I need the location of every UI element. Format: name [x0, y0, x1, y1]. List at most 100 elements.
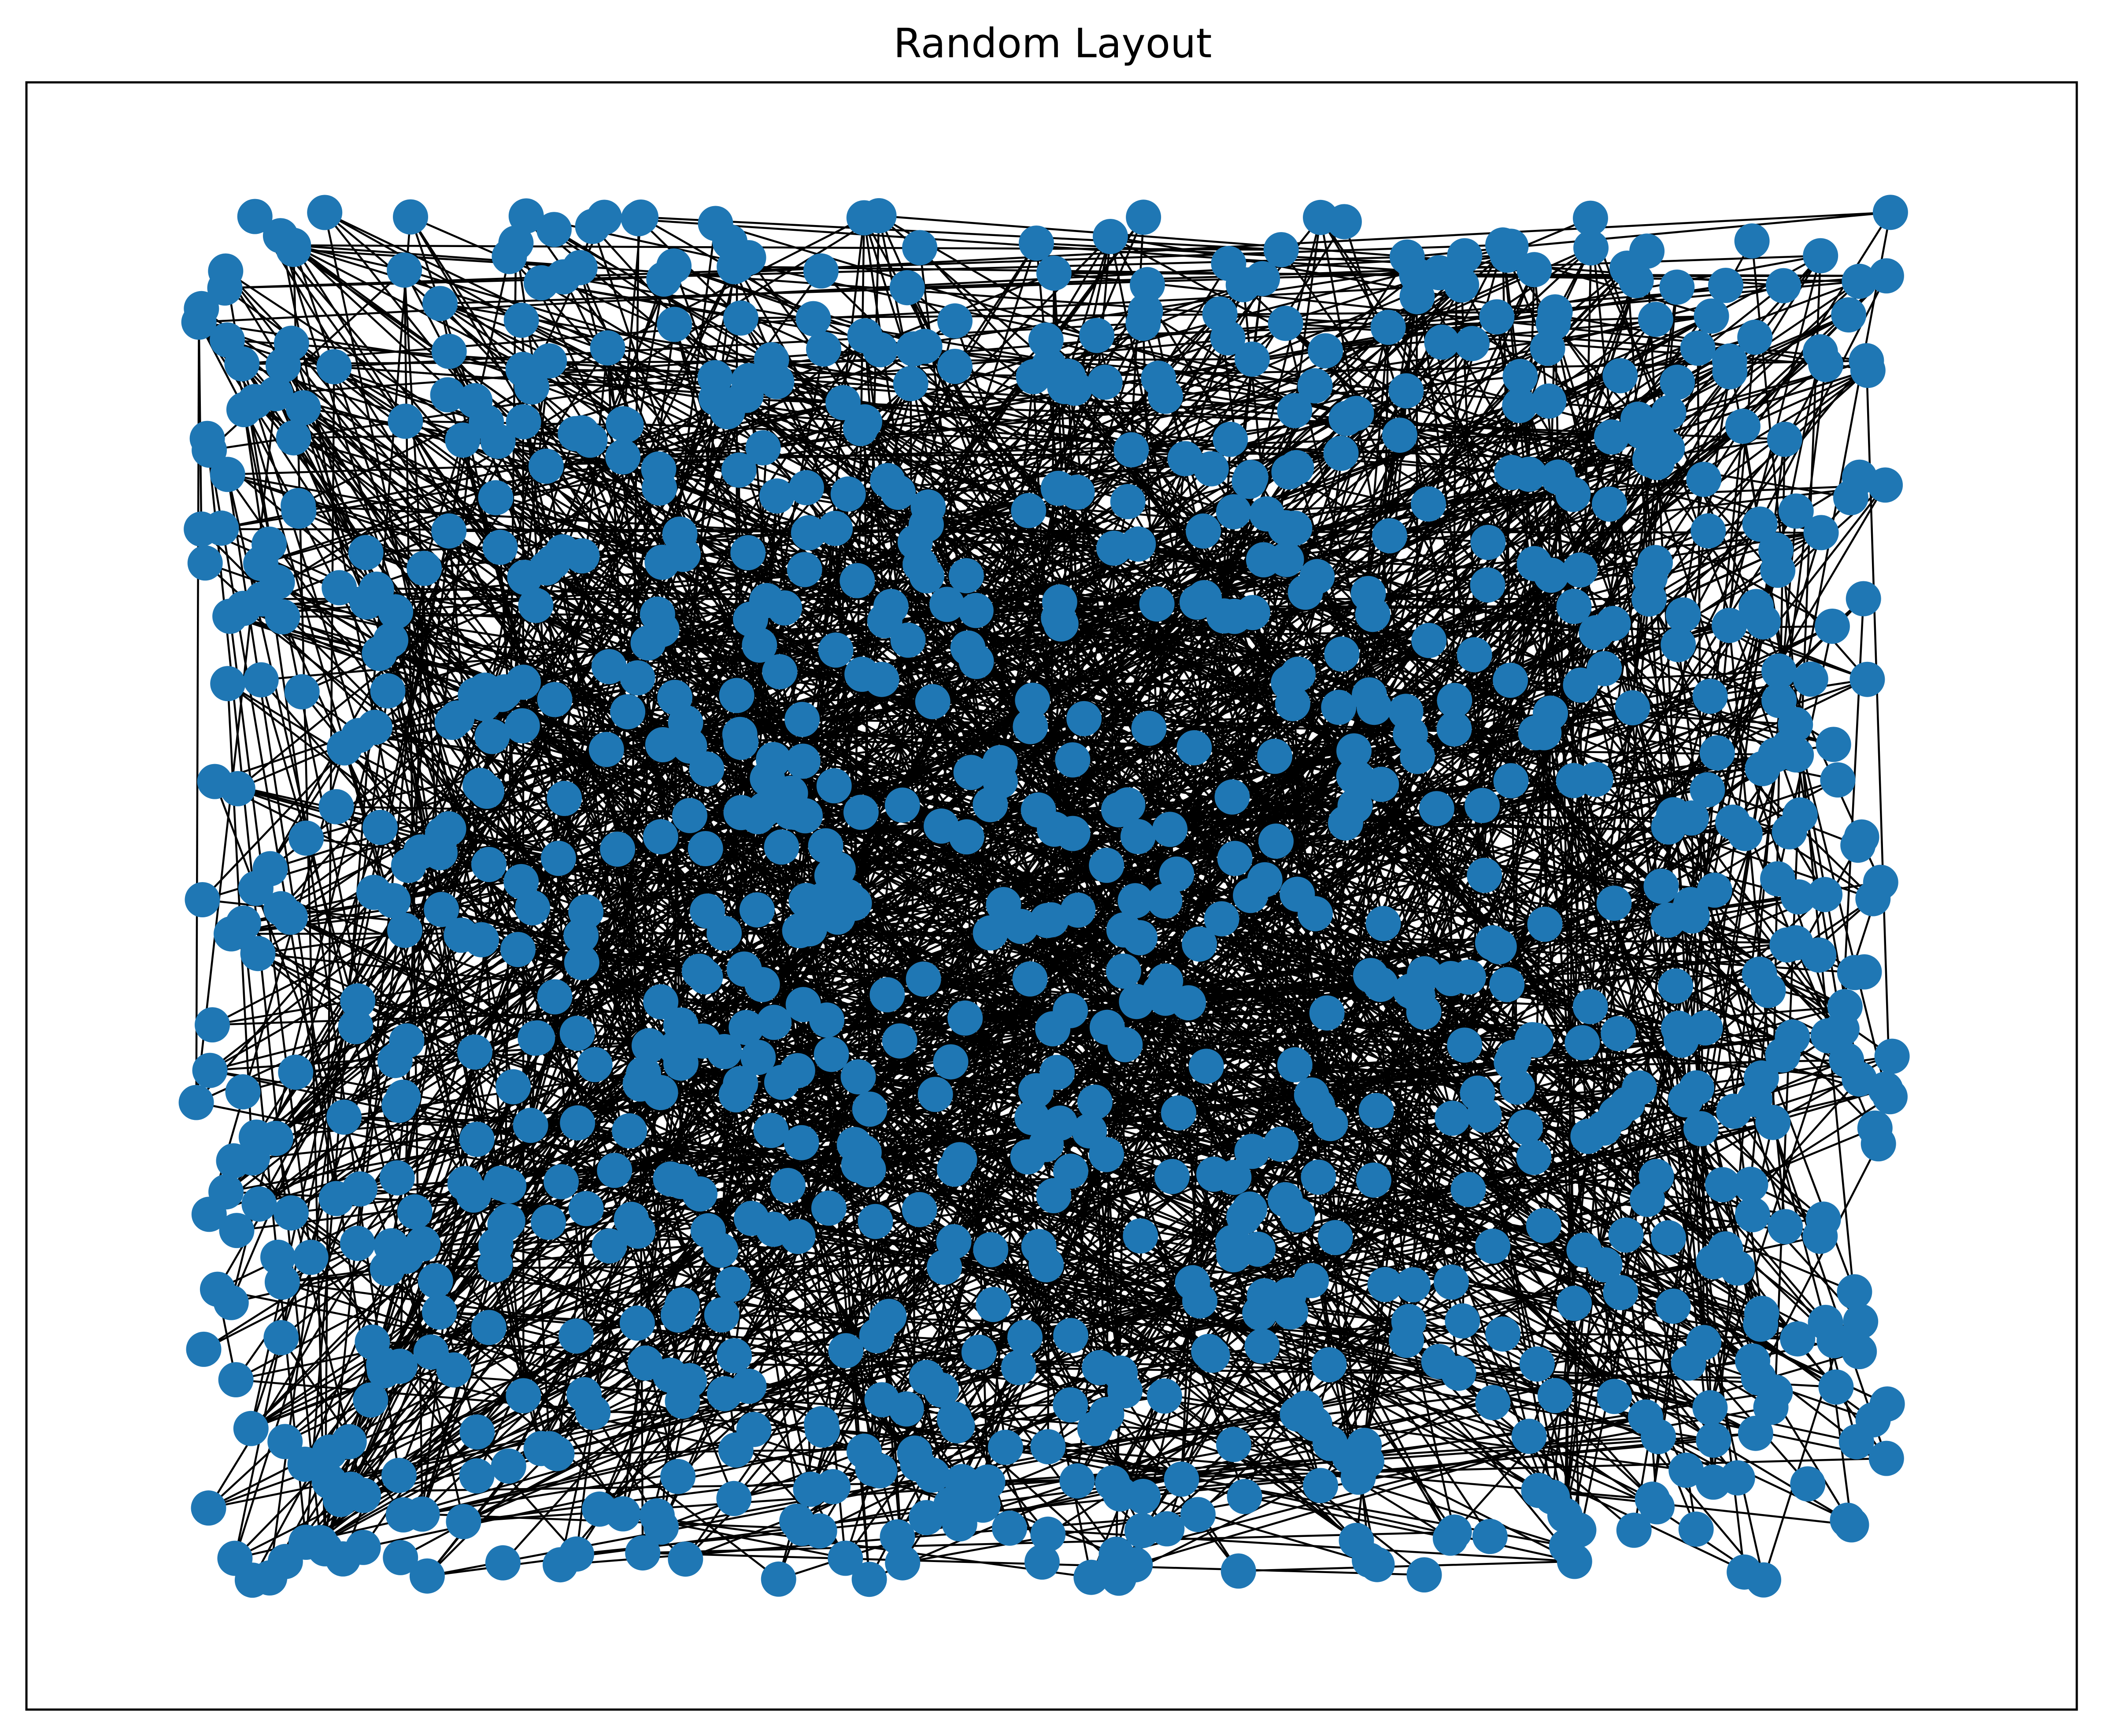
node — [1690, 772, 1725, 808]
node — [1106, 912, 1142, 948]
node — [1668, 1082, 1703, 1118]
node — [1179, 584, 1215, 620]
node — [1739, 589, 1774, 624]
edge — [234, 605, 537, 1559]
node — [1601, 1016, 1636, 1051]
node — [459, 1414, 495, 1450]
node — [1087, 364, 1123, 400]
node — [630, 625, 666, 661]
node — [606, 406, 641, 442]
node — [1012, 961, 1048, 997]
node — [1846, 581, 1881, 617]
node — [1537, 1378, 1573, 1413]
node — [1597, 1379, 1632, 1414]
node — [560, 1105, 596, 1141]
node — [631, 1028, 667, 1064]
node — [1271, 665, 1306, 701]
node — [1399, 279, 1435, 314]
edge — [1668, 1096, 1891, 1239]
node — [1572, 989, 1608, 1024]
edge — [1243, 623, 1614, 1497]
edge — [291, 343, 450, 532]
node — [1400, 978, 1435, 1013]
node — [1720, 1250, 1755, 1286]
edge — [387, 691, 542, 1449]
node — [192, 1053, 228, 1088]
edge — [577, 678, 1868, 1124]
node — [195, 1007, 230, 1043]
edge — [872, 488, 1059, 1469]
node — [1244, 1328, 1280, 1364]
node — [1182, 926, 1217, 962]
edge — [1509, 680, 1772, 1408]
edge — [799, 743, 1834, 932]
edge — [1794, 724, 1886, 1090]
node — [644, 544, 680, 580]
node — [1268, 306, 1303, 341]
node — [703, 1232, 739, 1268]
node — [338, 1009, 374, 1045]
edge — [1416, 275, 1535, 1158]
node — [844, 657, 880, 692]
edge — [422, 1142, 803, 1515]
node — [785, 743, 821, 779]
node — [362, 635, 397, 671]
node — [1121, 526, 1156, 562]
node — [1712, 608, 1747, 643]
node — [459, 1122, 495, 1157]
node — [546, 259, 581, 295]
node — [1780, 1321, 1816, 1357]
node — [731, 240, 766, 276]
node — [1066, 701, 1102, 736]
node — [233, 1411, 269, 1446]
node — [1053, 1318, 1089, 1353]
node — [787, 552, 822, 587]
node — [1388, 373, 1424, 409]
node — [643, 984, 679, 1019]
edge — [863, 284, 1244, 1452]
node — [1638, 545, 1673, 580]
edge — [1328, 275, 1887, 1366]
node — [1629, 233, 1665, 269]
node — [1475, 1385, 1511, 1420]
node — [1013, 709, 1048, 744]
node — [1761, 653, 1797, 689]
edge — [201, 528, 1657, 1178]
edge — [740, 608, 786, 813]
edge — [637, 677, 1689, 1364]
node — [1321, 690, 1357, 725]
node — [1820, 762, 1856, 798]
node — [1814, 609, 1850, 644]
node — [1587, 1247, 1623, 1283]
node — [657, 680, 693, 715]
node — [1030, 1429, 1066, 1465]
edge — [324, 211, 1411, 735]
node — [243, 662, 279, 698]
node — [806, 331, 841, 367]
node — [504, 708, 540, 744]
node — [487, 1207, 523, 1242]
node — [759, 364, 795, 399]
node — [726, 951, 762, 987]
node — [1117, 883, 1153, 919]
node — [1245, 261, 1280, 296]
node — [597, 1152, 633, 1188]
node — [1678, 1511, 1714, 1547]
edge — [334, 322, 1143, 368]
node — [1807, 877, 1843, 912]
edge — [743, 284, 1462, 970]
node — [535, 544, 571, 580]
node — [1123, 1218, 1158, 1254]
node — [1830, 1503, 1865, 1538]
node — [767, 590, 803, 626]
node — [840, 563, 875, 598]
node — [1680, 330, 1716, 366]
node — [1182, 1283, 1217, 1319]
node — [1053, 1153, 1088, 1189]
node — [218, 1362, 254, 1397]
node — [1692, 679, 1728, 714]
node — [782, 913, 817, 949]
node — [1518, 1022, 1554, 1058]
node — [942, 1142, 977, 1178]
node — [1778, 925, 1813, 960]
